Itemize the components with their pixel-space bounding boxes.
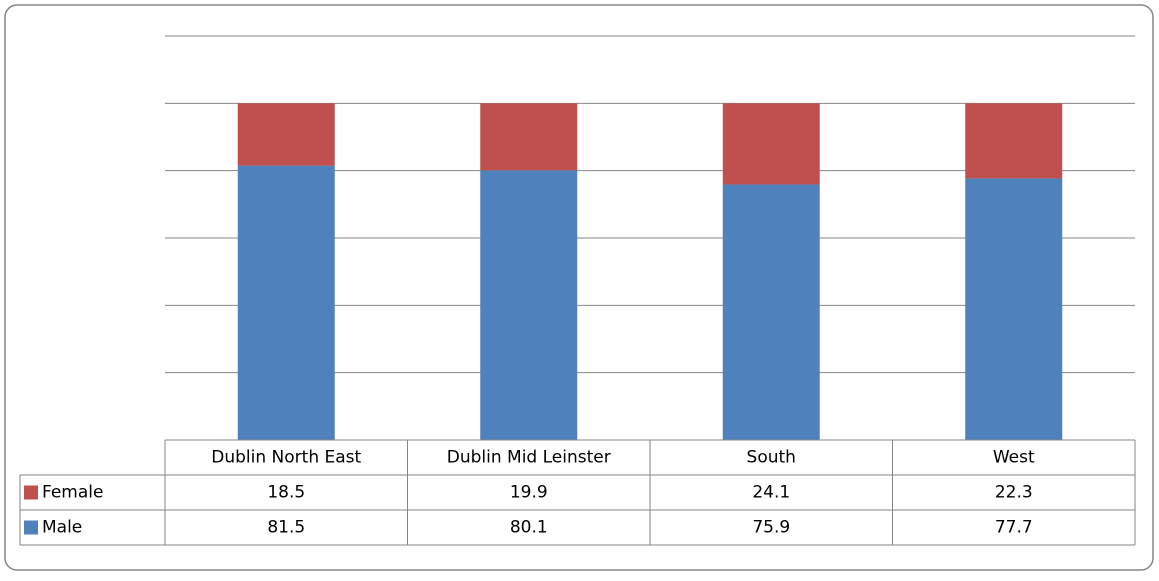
legend-label: Male [42,518,82,538]
bar-segment [722,184,820,440]
table-value: 77.7 [995,518,1033,538]
legend-swatch [24,520,38,535]
table-value: 22.3 [995,483,1033,503]
category-label: Dublin Mid Leinster [447,448,611,468]
bar-segment [480,103,578,171]
category-label: South [747,448,796,468]
table-value: 75.9 [752,518,790,538]
table-value: 81.5 [267,518,305,538]
bar-segment [237,165,335,440]
table-value: 24.1 [752,483,790,503]
category-label: Dublin North East [211,448,361,468]
bar-segment [965,103,1063,179]
bar-segment [480,170,578,440]
bar-segment [965,178,1063,440]
table-value: 19.9 [510,483,548,503]
legend-label: Female [42,483,103,503]
bar-segment [237,103,335,166]
category-label: West [993,448,1035,468]
table-value: 80.1 [510,518,548,538]
legend-swatch [24,485,38,500]
bar-segment [722,103,820,185]
table-value: 18.5 [267,483,305,503]
